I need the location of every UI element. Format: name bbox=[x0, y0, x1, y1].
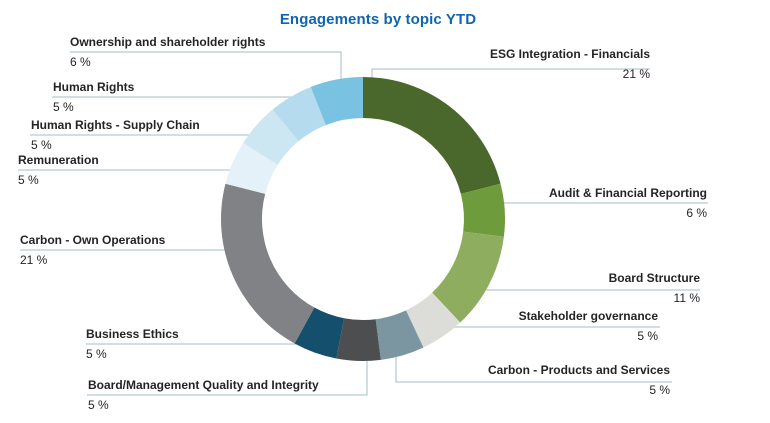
donut-segment-10 bbox=[272, 86, 326, 142]
segment-label: ESG Integration - Financials bbox=[489, 47, 650, 61]
segment-label: Stakeholder governance bbox=[518, 309, 658, 323]
donut-segment-0 bbox=[363, 77, 501, 194]
segment-percent: 11 % bbox=[673, 291, 700, 305]
segment-label: Board Structure bbox=[608, 271, 700, 285]
segment-label: Business Ethics bbox=[86, 327, 179, 341]
callout-board-management-quality: Board/Management Quality and Integrity 5… bbox=[88, 379, 319, 412]
segment-label: Human Rights bbox=[53, 80, 135, 94]
callout-human-rights-supply-chain: Human Rights - Supply Chain 5 % bbox=[31, 119, 200, 152]
donut-segment-5 bbox=[336, 318, 381, 361]
callout-board-structure: Board Structure 11 % bbox=[609, 272, 700, 305]
donut-segment-11 bbox=[310, 77, 363, 126]
donut-segments bbox=[220, 77, 506, 361]
donut-segment-1 bbox=[460, 183, 506, 237]
segment-percent: 5 % bbox=[18, 173, 39, 187]
segment-percent: 5 % bbox=[637, 329, 658, 343]
donut-segment-6 bbox=[294, 307, 345, 359]
segment-label: Carbon - Products and Services bbox=[487, 363, 670, 377]
segment-label: Board/Management Quality and Integrity bbox=[88, 378, 319, 392]
segment-label: Ownership and shareholder rights bbox=[70, 35, 266, 49]
segment-percent: 5 % bbox=[86, 347, 107, 361]
segment-label: Remuneration bbox=[18, 153, 99, 167]
segment-percent: 5 % bbox=[649, 383, 670, 397]
callout-carbon-products-services: Carbon - Products and Services 5 % bbox=[488, 364, 670, 397]
donut-segment-3 bbox=[406, 292, 461, 348]
leader-line-carbon-products bbox=[395, 351, 672, 383]
callout-business-ethics: Business Ethics 5 % bbox=[86, 328, 179, 361]
callout-carbon-own-operations: Carbon - Own Operations 21 % bbox=[20, 234, 165, 267]
segment-label: Audit & Financial Reporting bbox=[549, 186, 707, 200]
donut-segment-7 bbox=[220, 183, 315, 344]
segment-label: Carbon - Own Operations bbox=[20, 233, 166, 247]
segment-percent: 21 % bbox=[622, 67, 650, 81]
chart-title: Engagements by topic YTD bbox=[279, 11, 477, 28]
leader-lines bbox=[18, 51, 708, 396]
segment-percent: 6 % bbox=[70, 55, 91, 69]
segment-label: Human Rights - Supply Chain bbox=[31, 118, 200, 132]
callout-stakeholder-governance: Stakeholder governance 5 % bbox=[519, 310, 658, 343]
segment-percent: 5 % bbox=[53, 100, 74, 114]
segment-percent: 5 % bbox=[31, 138, 52, 152]
callout-audit-financial-reporting: Audit & Financial Reporting 6 % bbox=[549, 187, 707, 220]
segment-percent: 5 % bbox=[88, 398, 109, 412]
segment-percent: 6 % bbox=[686, 206, 707, 220]
callout-human-rights: Human Rights 5 % bbox=[53, 81, 134, 114]
callout-remuneration: Remuneration 5 % bbox=[18, 154, 99, 187]
leader-line-board-mgmt bbox=[87, 349, 368, 396]
callout-ownership-shareholder-rights: Ownership and shareholder rights 6 % bbox=[70, 36, 265, 69]
donut-segment-4 bbox=[375, 310, 424, 360]
callout-esg-integration-financials: ESG Integration - Financials 21 % bbox=[490, 48, 650, 81]
donut-segment-8 bbox=[225, 142, 278, 194]
segment-percent: 21 % bbox=[20, 253, 48, 267]
donut-segment-9 bbox=[243, 109, 299, 165]
donut-segment-2 bbox=[432, 231, 504, 323]
